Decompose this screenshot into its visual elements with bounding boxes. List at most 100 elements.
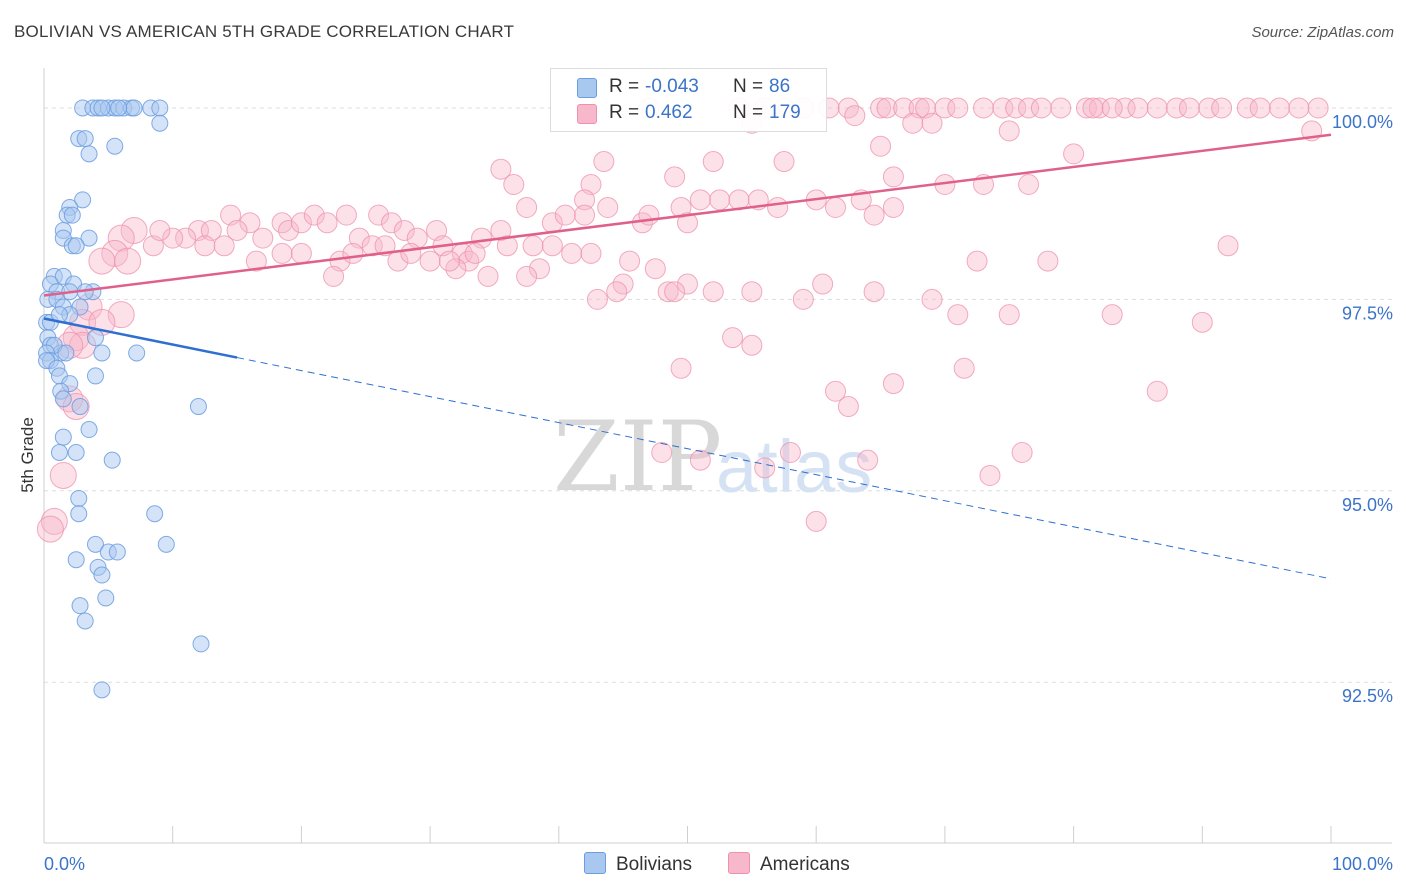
bolivians-swatch xyxy=(577,78,597,98)
americans-point xyxy=(1191,311,1213,333)
americans-point xyxy=(101,239,129,267)
americans-point xyxy=(870,97,892,119)
americans-point xyxy=(1249,97,1271,119)
bolivians-legend-swatch xyxy=(584,852,606,874)
bolivians-point xyxy=(76,130,94,148)
americans-point xyxy=(1101,304,1123,326)
americans-point xyxy=(49,461,77,489)
americans-point xyxy=(1269,97,1291,119)
americans-point xyxy=(541,235,563,257)
n-value: 179 xyxy=(769,102,801,123)
legend-item-bolivians[interactable]: Bolivians xyxy=(584,852,692,876)
americans-point xyxy=(689,189,711,211)
axes xyxy=(43,68,1392,844)
americans-point xyxy=(438,250,460,272)
americans-point xyxy=(953,357,975,379)
americans-point xyxy=(644,258,666,280)
bolivians-point xyxy=(86,535,104,553)
bolivians-point xyxy=(93,681,111,699)
americans-point xyxy=(490,158,512,180)
bolivians-point xyxy=(128,344,146,362)
americans-point xyxy=(651,442,673,463)
americans-point xyxy=(593,151,615,173)
americans-point xyxy=(670,357,692,379)
americans-point xyxy=(477,265,499,287)
americans-point xyxy=(1063,143,1085,165)
americans-point xyxy=(252,227,274,249)
bolivians-point xyxy=(106,137,124,155)
americans-point xyxy=(278,219,300,241)
americans-point xyxy=(973,97,995,119)
r-value: 0.462 xyxy=(645,102,693,123)
americans-point xyxy=(709,189,731,211)
americans-swatch xyxy=(577,104,597,124)
americans-point xyxy=(863,204,885,226)
n-key: N = xyxy=(733,76,764,97)
americans-point xyxy=(870,135,892,157)
americans-point xyxy=(882,373,904,395)
americans-point xyxy=(702,281,724,303)
americans-point xyxy=(323,265,345,287)
bolivians-point xyxy=(151,99,169,117)
americans-point xyxy=(194,235,216,257)
americans-point xyxy=(1101,97,1123,119)
americans-point xyxy=(586,288,608,310)
americans-point xyxy=(1236,97,1258,119)
americans-point xyxy=(40,507,68,535)
americans-point xyxy=(638,204,660,226)
americans-point xyxy=(934,97,956,119)
americans-point xyxy=(882,166,904,188)
tick-labels: 92.5% 95.0% 97.5% 100.0% 0.0% 100.0% xyxy=(44,112,1393,874)
americans-point xyxy=(825,380,847,402)
bolivians-trend-line-solid xyxy=(43,317,238,359)
bolivians-point xyxy=(80,145,98,163)
americans-point xyxy=(741,281,763,303)
americans-point xyxy=(554,204,576,226)
americans-point xyxy=(722,327,744,349)
americans-point xyxy=(1018,97,1040,119)
americans-point xyxy=(902,112,924,134)
watermark-zip: ZIP xyxy=(553,401,722,513)
americans-point xyxy=(239,212,261,234)
americans-point xyxy=(844,105,866,127)
americans-point xyxy=(689,449,711,471)
americans-point xyxy=(664,281,686,303)
legend-item-americans[interactable]: Americans xyxy=(728,852,850,876)
americans-point xyxy=(979,464,1001,486)
bolivians-point xyxy=(125,99,143,117)
americans-point xyxy=(114,247,142,275)
americans-point xyxy=(522,235,544,257)
bolivians-point xyxy=(146,505,164,523)
americans-point xyxy=(303,204,325,226)
bolivians-point xyxy=(63,206,81,224)
n-value: 86 xyxy=(769,76,791,97)
americans-point xyxy=(574,189,596,211)
americans-point xyxy=(162,227,184,249)
americans-point xyxy=(1011,442,1033,463)
americans-point xyxy=(574,204,596,226)
americans-point xyxy=(812,273,834,295)
bolivians-point xyxy=(70,505,88,523)
americans-point xyxy=(863,281,885,303)
americans-point xyxy=(316,212,338,234)
r-key: R = xyxy=(609,76,640,97)
americans-point xyxy=(657,281,679,303)
americans-point xyxy=(664,166,686,188)
americans-point xyxy=(1088,97,1110,119)
americans-point xyxy=(561,242,583,264)
americans-point xyxy=(1018,174,1040,196)
americans-point xyxy=(825,196,847,218)
americans-point xyxy=(677,273,698,295)
americans-point xyxy=(1146,380,1168,402)
americans-point xyxy=(342,242,364,264)
bolivians-point xyxy=(93,344,111,362)
americans-point xyxy=(876,97,898,119)
americans-point xyxy=(767,196,789,218)
bolivians-point xyxy=(57,344,75,362)
americans-point xyxy=(400,242,422,264)
americans-point xyxy=(1127,97,1149,119)
bolivians-point xyxy=(192,635,210,653)
americans-point xyxy=(702,151,724,173)
americans-point xyxy=(1288,97,1310,119)
